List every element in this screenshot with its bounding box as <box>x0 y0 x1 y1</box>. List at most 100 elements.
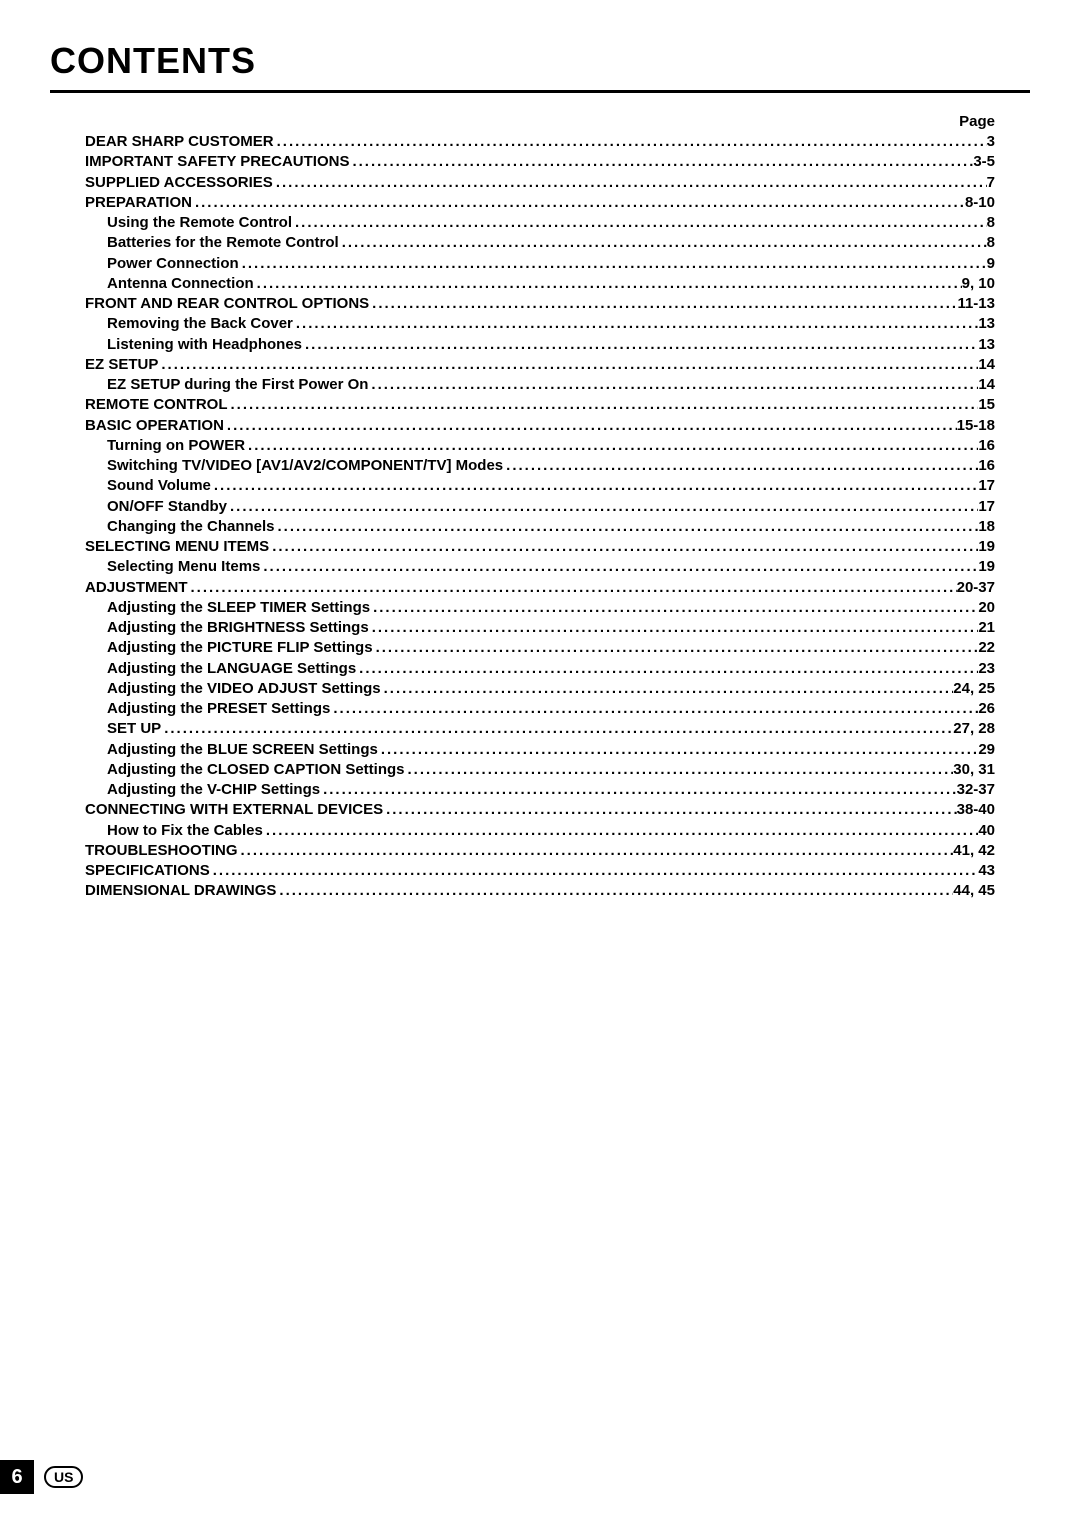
toc-entry-label: ADJUSTMENT <box>85 578 188 598</box>
toc-leader-dots <box>275 517 979 537</box>
toc-leader-dots <box>273 173 987 193</box>
toc-entry-page: 14 <box>978 375 995 395</box>
toc-leader-dots <box>356 659 978 679</box>
toc-leader-dots <box>188 578 957 598</box>
toc-leader-dots <box>245 436 978 456</box>
page-number: 6 <box>0 1460 34 1494</box>
toc-entry: PREPARATION 8-10 <box>85 193 995 213</box>
toc-entry-page: 41, 42 <box>953 841 995 861</box>
toc-entry-page: 24, 25 <box>953 679 995 699</box>
toc-entry: Adjusting the LANGUAGE Settings 23 <box>85 659 995 679</box>
toc-leader-dots <box>210 861 979 881</box>
toc-entry-page: 16 <box>978 436 995 456</box>
toc-entry-page: 29 <box>978 740 995 760</box>
toc-leader-dots <box>339 233 987 253</box>
toc-entry-label: IMPORTANT SAFETY PRECAUTIONS <box>85 152 349 172</box>
toc-entry: EZ SETUP 14 <box>85 355 995 375</box>
toc-entry-page: 44, 45 <box>953 881 995 901</box>
toc-entry-label: Adjusting the LANGUAGE Settings <box>107 659 356 679</box>
toc-entry-label: Batteries for the Remote Control <box>107 233 339 253</box>
toc-entry-label: BASIC OPERATION <box>85 416 224 436</box>
toc-leader-dots <box>381 679 954 699</box>
toc-entry: SELECTING MENU ITEMS19 <box>85 537 995 557</box>
page-footer: 6 US <box>0 1460 83 1494</box>
toc-entry: Removing the Back Cover 13 <box>85 314 995 334</box>
toc-entry: Antenna Connection9, 10 <box>85 274 995 294</box>
toc-leader-dots <box>254 274 962 294</box>
toc-leader-dots <box>503 456 978 476</box>
toc-leader-dots <box>263 821 978 841</box>
toc-entry-page: 18 <box>978 517 995 537</box>
toc-entry-label: Switching TV/VIDEO [AV1/AV2/COMPONENT/TV… <box>107 456 503 476</box>
toc-entry: Using the Remote Control 8 <box>85 213 995 233</box>
toc-leader-dots <box>260 557 978 577</box>
toc-leader-dots <box>224 416 957 436</box>
toc-leader-dots <box>349 152 973 172</box>
toc-leader-dots <box>238 841 954 861</box>
toc-entry-page: 14 <box>978 355 995 375</box>
toc-entry: Listening with Headphones13 <box>85 335 995 355</box>
toc-leader-dots <box>369 618 979 638</box>
toc-entry-page: 20 <box>978 598 995 618</box>
toc-leader-dots <box>378 740 978 760</box>
toc-entry-label: Adjusting the CLOSED CAPTION Settings <box>107 760 405 780</box>
toc-entry: DEAR SHARP CUSTOMER3 <box>85 132 995 152</box>
toc-entry-label: REMOTE CONTROL <box>85 395 228 415</box>
toc-entry-label: PREPARATION <box>85 193 192 213</box>
toc-entry-label: SELECTING MENU ITEMS <box>85 537 269 557</box>
toc-leader-dots <box>274 132 987 152</box>
toc-entry-label: Adjusting the BRIGHTNESS Settings <box>107 618 369 638</box>
toc-entry-label: Removing the Back Cover <box>107 314 293 334</box>
toc-leader-dots <box>302 335 978 355</box>
toc-leader-dots <box>239 254 987 274</box>
toc-entry-page: 27, 28 <box>953 719 995 739</box>
table-of-contents: Page DEAR SHARP CUSTOMER3IMPORTANT SAFET… <box>50 113 1030 902</box>
toc-entry: Adjusting the PICTURE FLIP Settings22 <box>85 638 995 658</box>
toc-entry-label: Selecting Menu Items <box>107 557 260 577</box>
toc-entry-label: Sound Volume <box>107 476 211 496</box>
toc-entry: DIMENSIONAL DRAWINGS44, 45 <box>85 881 995 901</box>
toc-entry: ON/OFF Standby17 <box>85 497 995 517</box>
toc-entry-label: SUPPLIED ACCESSORIES <box>85 173 273 193</box>
toc-entry-page: 26 <box>978 699 995 719</box>
toc-entry-page: 8 <box>987 213 995 233</box>
toc-entry: REMOTE CONTROL 15 <box>85 395 995 415</box>
toc-entry-page: 16 <box>978 456 995 476</box>
toc-entry-page: 11-13 <box>957 294 995 314</box>
toc-entry-page: 23 <box>978 659 995 679</box>
toc-entry: Adjusting the V-CHIP Settings32-37 <box>85 780 995 800</box>
toc-leader-dots <box>369 294 957 314</box>
toc-entry-page: 8-10 <box>965 193 995 213</box>
toc-leader-dots <box>320 780 957 800</box>
toc-leader-dots <box>292 213 987 233</box>
toc-entry-label: Adjusting the BLUE SCREEN Settings <box>107 740 378 760</box>
toc-entry-label: TROUBLESHOOTING <box>85 841 238 861</box>
toc-entry-page: 15-18 <box>957 416 995 436</box>
toc-entry: ADJUSTMENT20-37 <box>85 578 995 598</box>
toc-entry-label: Changing the Channels <box>107 517 275 537</box>
toc-entry-page: 21 <box>978 618 995 638</box>
toc-entry-label: Adjusting the SLEEP TIMER Settings <box>107 598 370 618</box>
toc-entry: CONNECTING WITH EXTERNAL DEVICES38-40 <box>85 800 995 820</box>
toc-entry: Adjusting the BLUE SCREEN Settings 29 <box>85 740 995 760</box>
toc-entry-label: Using the Remote Control <box>107 213 292 233</box>
toc-entry: Adjusting the CLOSED CAPTION Settings 30,… <box>85 760 995 780</box>
toc-entry-page: 30, 31 <box>953 760 995 780</box>
toc-entry: IMPORTANT SAFETY PRECAUTIONS3-5 <box>85 152 995 172</box>
toc-entry-page: 15 <box>978 395 995 415</box>
toc-entry-page: 13 <box>978 314 995 334</box>
toc-leader-dots <box>383 800 957 820</box>
toc-entry-label: SPECIFICATIONS <box>85 861 210 881</box>
toc-entry: Adjusting the VIDEO ADJUST Settings24, 2… <box>85 679 995 699</box>
toc-entry-label: CONNECTING WITH EXTERNAL DEVICES <box>85 800 383 820</box>
toc-entry-page: 43 <box>978 861 995 881</box>
toc-leader-dots <box>161 719 953 739</box>
toc-leader-dots <box>211 476 978 496</box>
toc-leader-dots <box>368 375 978 395</box>
toc-leader-dots <box>228 395 979 415</box>
toc-entry-label: Turning on POWER <box>107 436 245 456</box>
toc-entry-page: 9, 10 <box>962 274 995 294</box>
toc-entry-label: EZ SETUP during the First Power On <box>107 375 368 395</box>
toc-entry-label: EZ SETUP <box>85 355 158 375</box>
toc-entry: Turning on POWER 16 <box>85 436 995 456</box>
